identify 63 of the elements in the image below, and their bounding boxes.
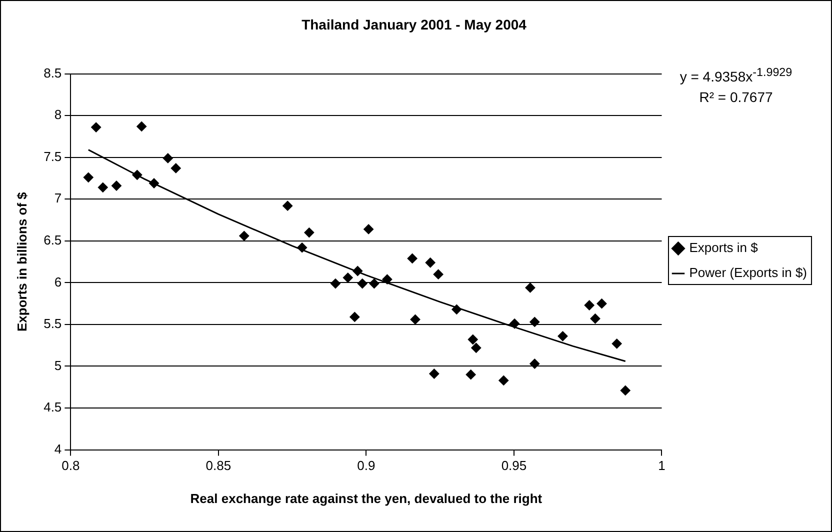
point <box>91 122 102 132</box>
legend-label: Exports in $ <box>689 240 759 256</box>
point <box>297 242 308 253</box>
y-tick-label: 5.5 <box>44 316 62 332</box>
point <box>304 228 314 238</box>
point <box>466 370 476 380</box>
point <box>170 163 181 174</box>
point <box>111 180 122 191</box>
point <box>530 358 540 369</box>
y-tick-label: 4.5 <box>44 400 62 415</box>
point <box>410 314 420 324</box>
point <box>584 300 594 310</box>
y-tick-label: 7.5 <box>44 148 62 164</box>
point <box>83 172 94 182</box>
point <box>239 230 250 241</box>
point <box>364 224 374 234</box>
point <box>162 153 173 164</box>
point <box>620 385 630 396</box>
point <box>149 178 160 188</box>
point <box>590 314 600 324</box>
x-tick-label: 0.85 <box>206 458 232 474</box>
point <box>596 298 607 309</box>
point <box>282 200 293 211</box>
point <box>136 121 147 132</box>
y-tick-label: 6 <box>54 274 62 290</box>
point <box>357 278 368 289</box>
y-tick-label: 4 <box>54 441 62 456</box>
y-tick-label: 7 <box>54 190 62 206</box>
point <box>342 272 353 283</box>
point <box>468 334 478 345</box>
x-tick-label: 0.95 <box>501 458 527 474</box>
x-axis-title: Real exchange rate against the yen, devalued to the right <box>190 490 543 506</box>
point <box>369 278 380 289</box>
point <box>498 375 509 386</box>
point <box>429 368 440 379</box>
y-axis-title: Exports in billions of $ <box>14 191 30 332</box>
point <box>382 274 392 284</box>
x-tick-label: 0.9 <box>357 458 376 474</box>
point <box>98 182 108 192</box>
point <box>350 312 360 322</box>
point <box>558 331 568 342</box>
chart-title: Thailand January 2001 - May 2004 <box>302 16 527 32</box>
point <box>433 269 444 280</box>
x-tick-label: 1 <box>658 458 666 474</box>
text: y = 4.9358x$^{-1.9929}$ <box>678 65 794 87</box>
point <box>330 278 340 289</box>
y-tick-label: 6.5 <box>44 232 62 248</box>
point <box>471 342 482 353</box>
point <box>452 304 462 314</box>
y-tick-label: 8.5 <box>44 65 62 80</box>
y-tick-label: 8 <box>54 107 62 122</box>
text: R² = 0.7677 <box>698 88 774 107</box>
point <box>352 266 363 276</box>
point <box>407 253 418 264</box>
x-tick-label: 0.8 <box>62 458 80 474</box>
y-tick-label: 5 <box>54 358 62 373</box>
point <box>525 282 536 293</box>
point <box>612 338 622 349</box>
point <box>132 170 142 180</box>
point <box>530 316 540 327</box>
point <box>510 318 520 329</box>
legend-label: Power (Exports in $) <box>689 265 808 280</box>
point <box>425 258 436 268</box>
